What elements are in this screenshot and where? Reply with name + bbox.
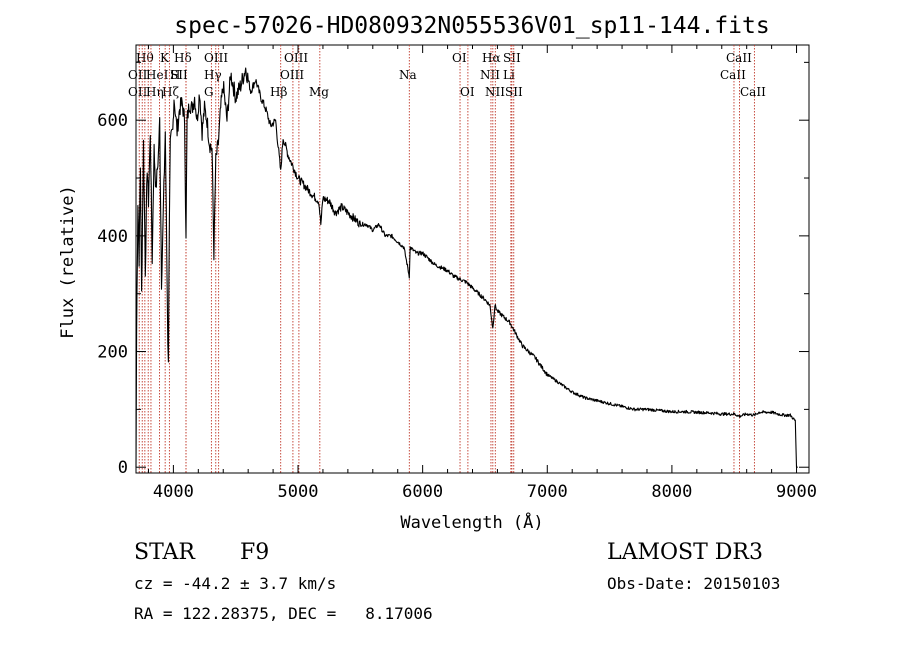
spectral-line-label: K <box>160 51 170 65</box>
y-tick-label: 600 <box>97 111 128 131</box>
coordinates: RA = 122.28375, DEC = 8.17006 <box>134 604 433 623</box>
redshift-velocity: cz = -44.2 ± 3.7 km/s <box>134 574 337 593</box>
y-tick-label: 0 <box>118 458 128 478</box>
x-tick-label: 8000 <box>651 482 692 502</box>
plot-area: OIIHθOIIHηHeIHζKHHδSIIGHγOIIIHβOIIIOIIIM… <box>97 44 817 502</box>
spectral-line-label: SII <box>170 68 188 82</box>
y-tick-label: 200 <box>97 343 128 363</box>
y-tick-label: 400 <box>97 227 128 247</box>
object-subclass: F9 <box>240 540 270 565</box>
spectral-line-label: OIII <box>204 51 228 65</box>
spectral-line-label: Hη <box>146 85 164 99</box>
spectral-line-label: NII <box>480 68 500 82</box>
spectral-line-label: HeI <box>146 68 169 82</box>
spectral-line-label: Li <box>503 68 515 82</box>
spectral-line-label: NII <box>485 85 505 99</box>
spectral-line-label: SII <box>505 85 523 99</box>
y-axis-label: Flux (relative) <box>58 185 78 339</box>
object-class: STAR <box>134 540 195 565</box>
x-tick-label: 9000 <box>776 482 817 502</box>
spectral-line-label: OIII <box>284 51 308 65</box>
chart-title: spec-57026-HD080932N055536V01_sp11-144.f… <box>174 13 769 39</box>
spectral-line-label: OI <box>460 85 475 99</box>
flux-series-line <box>135 67 798 468</box>
spectral-line-label: Mg <box>309 85 329 99</box>
spectral-line-label: CaII <box>740 85 766 99</box>
spectral-line-label: Hδ <box>174 51 192 65</box>
spectral-line-label: CaII <box>726 51 752 65</box>
spectral-line-label: OII <box>128 68 148 82</box>
spectral-line-label: Hα <box>482 51 501 65</box>
observation-date: Obs-Date: 20150103 <box>607 574 781 593</box>
x-tick-label: 7000 <box>527 482 568 502</box>
spectral-line-label: Na <box>399 68 417 82</box>
spectral-line-label: Hγ <box>204 68 222 82</box>
spectral-line-label: OII <box>128 85 148 99</box>
spectral-line-label: CaII <box>720 68 746 82</box>
x-tick-label: 5000 <box>278 482 319 502</box>
spectral-line-label: SII <box>503 51 521 65</box>
spectral-line-label: OIII <box>280 68 304 82</box>
x-tick-label: 4000 <box>153 482 194 502</box>
spectral-line-label: OI <box>452 51 467 65</box>
spectral-line-label: H <box>170 68 180 82</box>
x-axis-label: Wavelength (Å) <box>400 511 543 533</box>
spectral-line-label: G <box>204 85 214 99</box>
spectral-line-label: Hζ <box>162 85 179 99</box>
survey-name: LAMOST DR3 <box>607 540 763 565</box>
x-tick-label: 6000 <box>402 482 443 502</box>
plot-frame <box>135 44 810 474</box>
spectral-line-label: Hβ <box>270 85 287 99</box>
